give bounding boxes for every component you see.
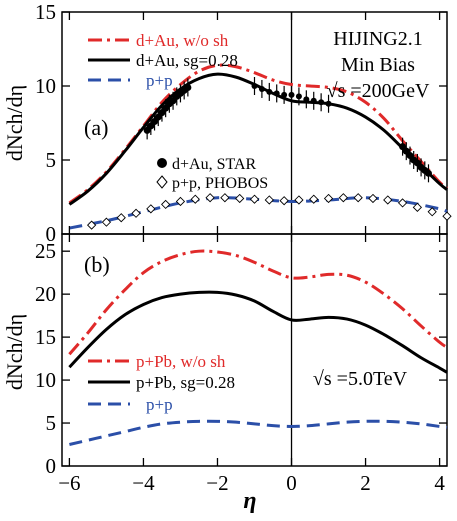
- point-1-0: [86, 220, 97, 230]
- point-1-10: [235, 193, 245, 204]
- point-1-2: [116, 213, 126, 223]
- point-2-8: [310, 97, 317, 104]
- ytick-label-a-1: 5: [46, 148, 57, 172]
- ytick-label-b-5: 25: [35, 239, 56, 263]
- point-1-18: [353, 193, 363, 203]
- panel-b-label: (b): [84, 252, 110, 277]
- point-1-15: [309, 194, 319, 204]
- annotation-energy-b: √s =5.0TeV: [313, 368, 408, 390]
- point-1-8: [205, 193, 215, 203]
- legend-label-pp-a: p+p: [146, 71, 173, 90]
- ytick-label-a-2: 10: [35, 74, 56, 98]
- point-1-6: [175, 196, 186, 207]
- legend-label-pp-b: p+p: [146, 395, 173, 414]
- point-1-7: [190, 194, 200, 204]
- xtick-label-5: 4: [434, 471, 445, 495]
- series-b-1: [68, 290, 448, 374]
- legend-a: d+Au, w/o sh d+Au, sg=0.28 p+p d+Au, STA…: [88, 31, 268, 192]
- point-0-19: [424, 169, 432, 177]
- point-1-23: [427, 207, 437, 217]
- point-1-17: [338, 193, 348, 203]
- legend-b: p+Pb, w/o sh p+Pb, sg=0.28 p+p: [88, 352, 235, 414]
- point-1-9: [220, 193, 230, 203]
- point-1-1: [101, 217, 112, 227]
- point-2-1: [258, 85, 265, 92]
- point-1-16: [323, 193, 334, 204]
- panel-b: 0 5 10 15 20 25 −6 −4 −2 0 2 4 dNch/dη (b) √s =5.0T…: [2, 233, 448, 514]
- xtick-label-0: −6: [58, 471, 80, 495]
- point-1-13: [279, 196, 289, 206]
- point-2-5: [288, 91, 295, 98]
- legend-label-ppbsg: p+Pb, sg=0.28: [136, 373, 235, 392]
- point-1-20: [383, 195, 393, 205]
- annotation-generator: HIJING2.1: [333, 28, 422, 50]
- point-1-5: [161, 199, 171, 210]
- point-1-11: [249, 194, 260, 204]
- series-a-2: [69, 196, 448, 230]
- panel-b-ylabel: dNch/dη: [2, 314, 27, 390]
- point-1-12: [264, 195, 274, 205]
- point-2-10: [325, 100, 332, 107]
- point-0-11: [184, 83, 192, 91]
- point-2-2: [266, 88, 273, 95]
- series-b-0: [68, 249, 448, 356]
- series-b-2: [69, 419, 448, 446]
- ytick-label-b-1: 5: [46, 411, 57, 435]
- point-2-9: [318, 99, 325, 106]
- panel-b-frame: [61, 233, 448, 467]
- xtick-label-3: 0: [286, 471, 297, 495]
- ytick-label-b-2: 10: [35, 368, 56, 392]
- ytick-label-b-4: 20: [35, 282, 56, 306]
- panel-a: 0 5 10 15 dNch/dη (a) HIJING2.1 Min Bias √s…: [2, 0, 452, 246]
- point-1-14: [294, 195, 304, 205]
- xtick-label-1: −4: [132, 471, 155, 495]
- ytick-label-a-0: 0: [46, 222, 57, 246]
- legend-label-star: d+Au, STAR: [172, 156, 257, 173]
- ytick-label-b-3: 15: [35, 325, 56, 349]
- point-2-7: [303, 96, 310, 103]
- point-1-22: [412, 202, 423, 212]
- legend-label-phobos: p+p, PHOBOS: [172, 175, 268, 192]
- panel-a-label: (a): [84, 115, 108, 140]
- xtick-label-2: −2: [206, 471, 228, 495]
- ytick-label-a-3: 15: [35, 0, 56, 24]
- point-1-19: [368, 193, 378, 204]
- legend-label-dausg: d+Au, sg=0.28: [136, 51, 238, 70]
- panel-a-ylabel: dNch/dη: [2, 85, 27, 161]
- point-1-4: [146, 204, 156, 214]
- annotation-centrality: Min Bias: [341, 54, 415, 76]
- point-2-6: [295, 93, 302, 100]
- legend-label-dauwosh: d+Au, w/o sh: [136, 31, 229, 50]
- annotation-energy-a: √s =200GeV: [327, 80, 430, 102]
- ytick-label-b-0: 0: [46, 454, 57, 478]
- point-2-4: [281, 91, 288, 98]
- legend-label-ppbwosh: p+Pb, w/o sh: [136, 352, 226, 371]
- point-2-3: [273, 90, 280, 97]
- point-1-3: [131, 208, 141, 218]
- point-2-0: [251, 83, 258, 89]
- point-1-24: [442, 211, 452, 221]
- xtick-label-4: 2: [360, 471, 371, 495]
- x-axis-label: η: [243, 488, 256, 514]
- legend-marker-phobos: [156, 175, 168, 189]
- legend-marker-star: [157, 158, 167, 168]
- point-1-21: [397, 198, 408, 208]
